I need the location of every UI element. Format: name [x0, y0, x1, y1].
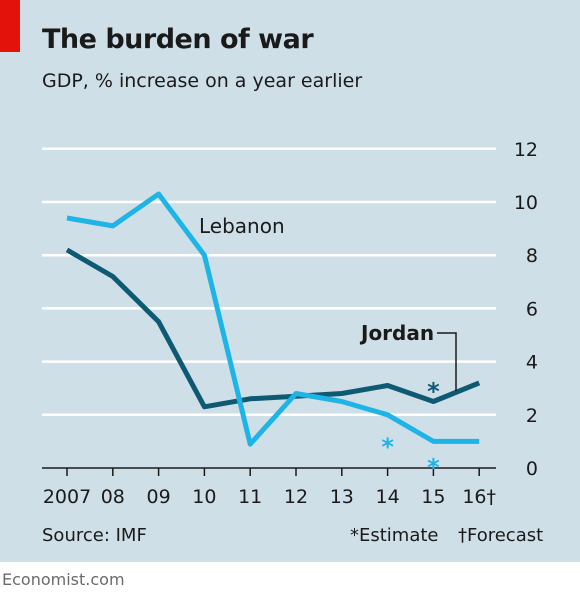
- chart-subtitle: GDP, % increase on a year earlier: [42, 70, 363, 92]
- x-tick-label: 12: [284, 486, 308, 508]
- x-tick-label: 10: [192, 486, 216, 508]
- y-tick-label: 0: [526, 458, 538, 480]
- x-tick-label: 2007: [43, 486, 91, 508]
- x-tick-label: 11: [238, 486, 262, 508]
- x-tick-label: 15: [421, 486, 445, 508]
- y-tick-label: 12: [514, 139, 538, 161]
- estimate-marker-lebanon: *: [427, 453, 440, 481]
- leader-line-jordan: [437, 332, 457, 391]
- y-tick-label: 6: [526, 298, 538, 320]
- series-label-jordan: Jordan: [359, 321, 434, 345]
- publisher-credit: Economist.com: [2, 570, 125, 589]
- y-tick-label: 8: [526, 245, 538, 267]
- y-tick-label: 10: [514, 192, 538, 214]
- series-label-lebanon: Lebanon: [199, 214, 285, 238]
- series-line-jordan: [65, 247, 481, 410]
- forecast-note: †Forecast: [458, 525, 544, 546]
- x-tick-label: 08: [101, 486, 125, 508]
- source-note: Source: IMF: [42, 525, 147, 546]
- brand-tag: [0, 0, 20, 52]
- line-chart: 0 2 4 6 8 10 12 2007 08 09 10 11 12 13 14 15 16† * * * Leban…: [42, 139, 538, 508]
- y-tick-label: 2: [526, 405, 538, 427]
- x-tick-label: 13: [330, 486, 354, 508]
- x-tick-label: 16†: [462, 486, 496, 508]
- x-tick-label: 14: [376, 486, 400, 508]
- chart-title: The burden of war: [42, 24, 314, 55]
- x-tick-label: 09: [147, 486, 171, 508]
- estimate-note: *Estimate: [350, 525, 439, 546]
- series-line-lebanon: [66, 191, 480, 447]
- estimate-marker-lebanon: *: [381, 433, 394, 461]
- y-tick-label: 4: [526, 352, 538, 374]
- estimate-marker-jordan: *: [427, 378, 440, 406]
